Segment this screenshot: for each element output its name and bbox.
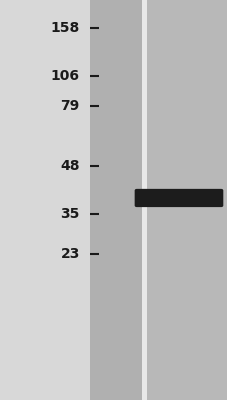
Bar bbox=[142, 0, 146, 400]
Bar bbox=[90, 0, 142, 400]
Text: 158: 158 bbox=[50, 21, 79, 35]
FancyBboxPatch shape bbox=[135, 189, 222, 203]
Text: 106: 106 bbox=[51, 69, 79, 83]
Bar bbox=[146, 0, 227, 400]
Text: 79: 79 bbox=[60, 99, 79, 113]
Text: 23: 23 bbox=[60, 247, 79, 261]
Text: 35: 35 bbox=[60, 207, 79, 221]
Text: 48: 48 bbox=[60, 159, 79, 173]
FancyBboxPatch shape bbox=[134, 190, 222, 206]
FancyBboxPatch shape bbox=[135, 189, 222, 205]
FancyBboxPatch shape bbox=[135, 189, 222, 207]
